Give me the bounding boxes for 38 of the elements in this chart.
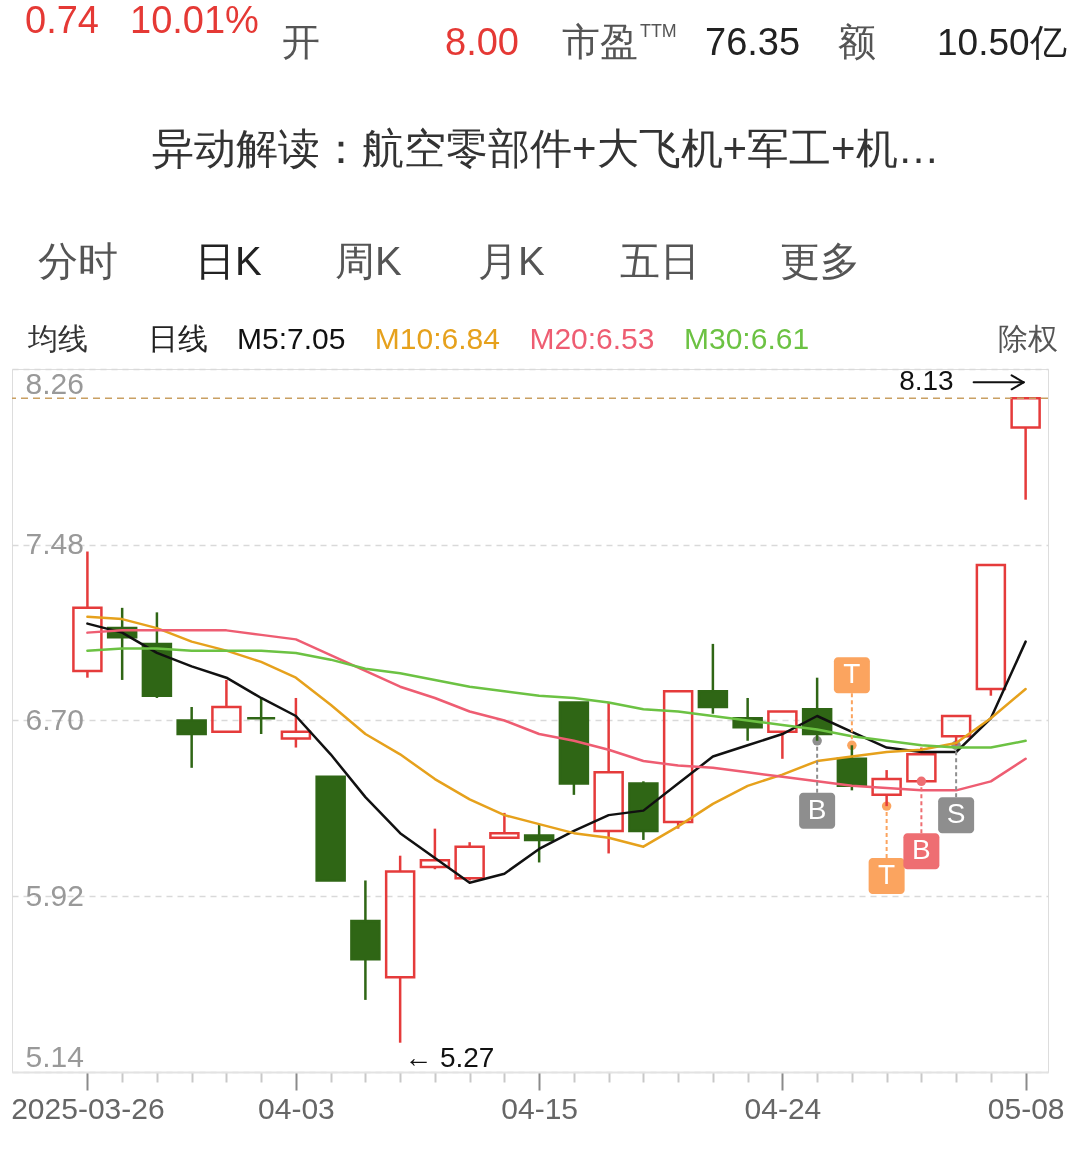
text: 额 xyxy=(838,21,876,63)
text: 更多 xyxy=(780,239,860,283)
text: M10:6.84 xyxy=(374,322,500,355)
y-tick-label: 5.92 xyxy=(25,878,84,912)
text: 10.50亿 xyxy=(937,22,1067,63)
text: 周K xyxy=(335,239,402,283)
annotation: ← 5.27 xyxy=(404,1041,495,1073)
text: 日线 xyxy=(148,322,208,355)
text: 分时 xyxy=(38,239,118,283)
annotation: 8.13 xyxy=(899,365,954,397)
text: 76.35 xyxy=(705,21,801,63)
text: 10.01% xyxy=(130,0,259,41)
y-tick-label: 5.14 xyxy=(25,1039,84,1073)
text: 8.00 xyxy=(445,21,519,63)
text: 除权 xyxy=(998,322,1058,355)
x-tick-label: 04-15 xyxy=(501,1091,579,1125)
y-tick-label: 6.70 xyxy=(25,703,84,736)
text: 异动解读：航空零部件+大飞机+军工+机… xyxy=(152,125,940,172)
x-tick-label: 2025-03-26 xyxy=(11,1091,165,1125)
y-tick-label: 8.26 xyxy=(25,366,84,400)
x-tick-label: 04-03 xyxy=(258,1091,335,1125)
x-tick-label: 04-24 xyxy=(744,1091,822,1125)
y-tick-label: 7.48 xyxy=(25,527,84,561)
data-label: T xyxy=(878,859,896,891)
data-label: B xyxy=(912,834,931,866)
text: 五日 xyxy=(620,239,700,283)
x-tick-label: 05-08 xyxy=(987,1091,1065,1125)
text: M30:6.61 xyxy=(684,322,810,355)
text: M5:7.05 xyxy=(237,322,346,355)
data-label: B xyxy=(807,793,827,825)
text: 开 xyxy=(282,21,320,63)
text: 日K xyxy=(195,239,262,283)
text: 均线 xyxy=(27,322,88,355)
text: 0.74 xyxy=(25,0,99,41)
data-label: T xyxy=(843,658,861,690)
data-label: S xyxy=(946,798,966,830)
text: M20:6.53 xyxy=(529,322,655,355)
text: 月K xyxy=(478,239,545,283)
